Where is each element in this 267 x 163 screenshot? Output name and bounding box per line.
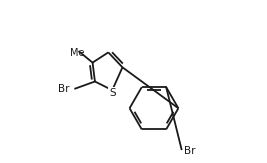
Text: Br: Br [58,84,70,94]
Text: S: S [109,88,116,97]
Text: Br: Br [184,146,195,156]
Text: Me: Me [70,48,85,59]
